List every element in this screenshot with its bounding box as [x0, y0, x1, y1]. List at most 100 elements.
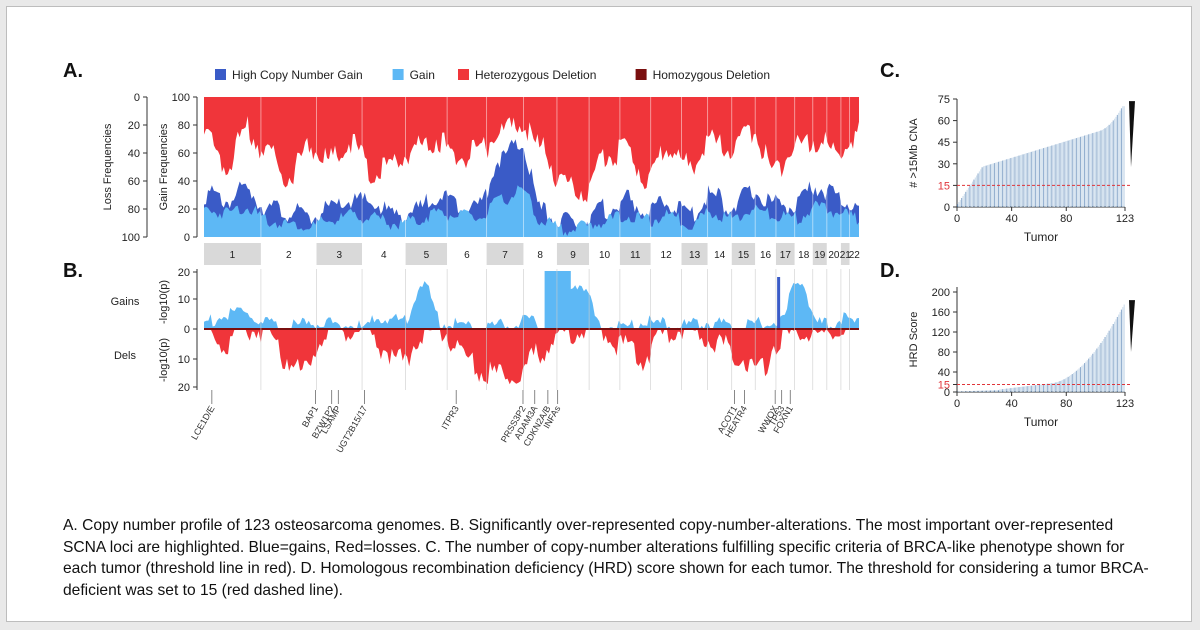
d-bar — [1071, 374, 1073, 392]
d-bar — [1108, 330, 1110, 392]
chromosome-label-18: 18 — [798, 250, 810, 261]
panel-label-a: A. — [63, 60, 83, 82]
d-bar — [1075, 370, 1077, 392]
c-bar — [991, 163, 993, 207]
gene-label-itpr3: ITPR3 — [439, 404, 460, 431]
chromosome-band-5 — [405, 243, 448, 265]
c-bar — [1003, 160, 1005, 207]
c-bar — [1044, 147, 1046, 207]
c-bar — [1004, 159, 1006, 207]
c-bar — [1067, 140, 1069, 207]
c-bar — [1119, 110, 1121, 207]
d-bar — [1109, 328, 1112, 392]
c-bar — [1097, 131, 1099, 207]
d-bar — [1023, 386, 1026, 392]
c-bar — [1058, 143, 1060, 207]
gain-tick-label: 80 — [178, 120, 190, 132]
chromosome-label-3: 3 — [337, 250, 343, 261]
d-bar — [980, 390, 982, 392]
c-y-tick-label: 0 — [944, 202, 950, 214]
c-y-tick-label: 30 — [938, 159, 950, 171]
c-bar — [1025, 153, 1027, 207]
d-bar — [978, 390, 980, 392]
chromosome-label-21: 21 — [840, 250, 852, 261]
d-x-title: Tumor — [1024, 415, 1058, 429]
c-bar — [1021, 154, 1023, 207]
c-bar — [984, 165, 986, 207]
d-bar — [1006, 388, 1008, 392]
c-bar — [1029, 152, 1031, 207]
c-bar — [1099, 130, 1101, 207]
d-bar — [1045, 383, 1047, 392]
d-bar — [989, 390, 991, 392]
c-bar — [1023, 153, 1026, 207]
d-bar — [1032, 385, 1034, 392]
c-bar — [963, 193, 965, 207]
d-bar — [1112, 324, 1114, 392]
c-bar — [1109, 123, 1112, 207]
d-bar — [1014, 387, 1016, 392]
d-bar — [1123, 304, 1125, 392]
d-bar — [1026, 386, 1028, 392]
d-bar — [1015, 387, 1017, 392]
c-bar — [1074, 138, 1076, 207]
c-bar — [1051, 145, 1053, 207]
c-y-title: # >15Mb CNA — [908, 118, 920, 188]
chromosome-band-7 — [486, 243, 524, 265]
chromosome-band-9 — [556, 243, 590, 265]
d-bar — [957, 391, 959, 392]
d-x-tick-label: 123 — [1116, 398, 1134, 410]
d-bar — [970, 391, 972, 392]
d-bar — [1011, 387, 1013, 392]
chromosome-label-10: 10 — [599, 250, 611, 261]
d-bar — [1064, 378, 1066, 392]
c-bar — [1038, 149, 1041, 207]
c-bar — [1063, 141, 1065, 207]
d-bar — [1089, 357, 1091, 392]
c-bar — [1017, 155, 1019, 207]
c-bar — [1107, 126, 1109, 207]
chromosome-band-2 — [260, 243, 317, 265]
d-bar — [1119, 312, 1121, 392]
c-bar — [1000, 160, 1002, 207]
c-bar — [1052, 145, 1054, 207]
chromosome-band-16 — [755, 243, 776, 265]
d-bar — [1058, 381, 1060, 392]
loss-tick-label: 80 — [128, 204, 140, 216]
d-bar — [1004, 388, 1006, 392]
c-bar — [1075, 138, 1077, 207]
c-bar — [1022, 154, 1024, 207]
legend-swatch-2 — [458, 69, 469, 80]
d-bar — [1107, 332, 1109, 392]
c-bar — [1086, 134, 1088, 207]
c-bar — [1122, 106, 1124, 207]
b-chr8-gain-block — [544, 271, 571, 329]
chromosome-band-4 — [362, 243, 406, 265]
c-bar — [1105, 127, 1107, 207]
d-bar — [1018, 387, 1020, 392]
chromosome-band-6 — [447, 243, 487, 265]
d-bar — [1118, 314, 1120, 392]
c-bar — [1011, 157, 1013, 207]
d-bar — [959, 391, 961, 392]
panel-label-d: D. — [880, 260, 900, 282]
c-bar — [1026, 153, 1028, 207]
c-bar — [1007, 158, 1009, 207]
chromosome-label-22: 22 — [849, 250, 861, 261]
d-bar — [1104, 337, 1106, 392]
c-bar — [961, 197, 963, 207]
c-bar — [1006, 159, 1008, 207]
c-bar — [996, 162, 998, 207]
chromosome-label-17: 17 — [780, 250, 792, 261]
chromosome-label-4: 4 — [381, 250, 387, 261]
c-x-tick-label: 80 — [1060, 213, 1072, 225]
d-bar — [974, 390, 976, 392]
gain-tick-label: 100 — [172, 92, 190, 104]
c-bar — [1034, 150, 1036, 207]
d-bar — [1063, 379, 1065, 392]
c-bar — [1084, 135, 1086, 207]
d-bar — [1055, 382, 1057, 392]
c-bar — [1088, 134, 1090, 207]
d-bar — [1120, 309, 1122, 392]
figure-frame: A. B. C. D. High Copy Number Gain Gain Heteroz… — [6, 6, 1192, 622]
